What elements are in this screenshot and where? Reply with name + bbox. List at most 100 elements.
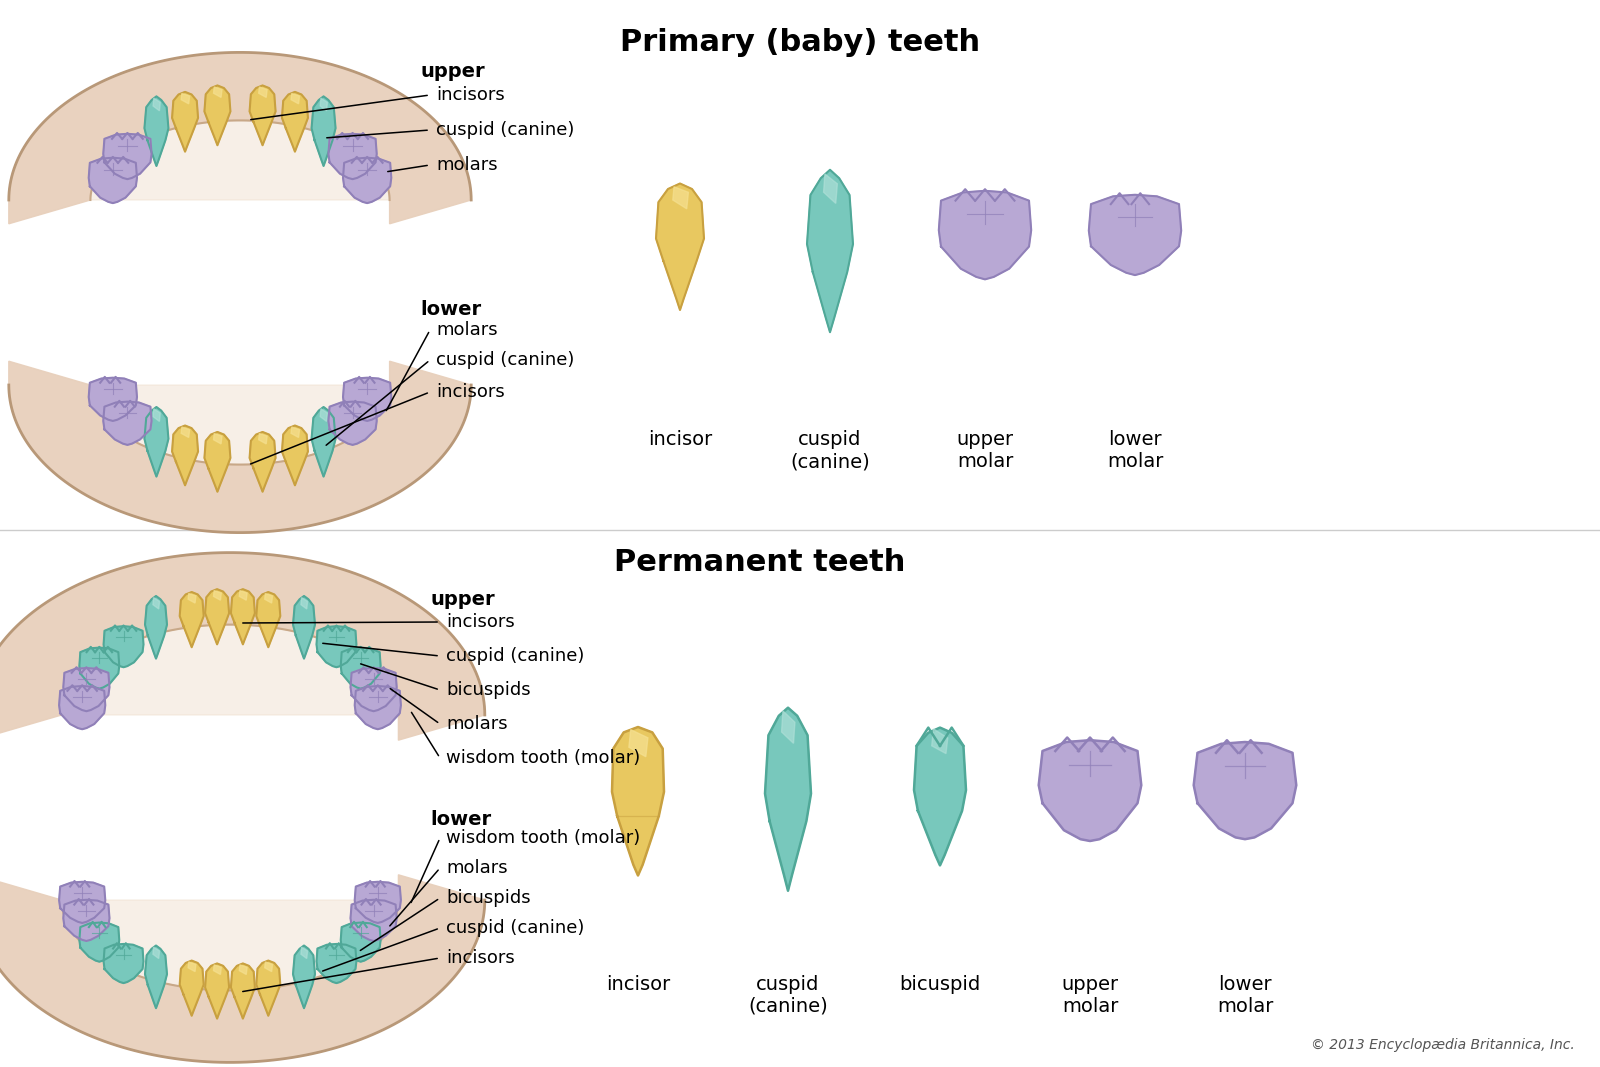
Polygon shape — [259, 433, 267, 444]
Polygon shape — [317, 944, 357, 983]
Text: upper
molar: upper molar — [957, 430, 1013, 471]
Text: molars: molars — [435, 321, 498, 339]
Text: cuspid (canine): cuspid (canine) — [435, 351, 574, 369]
Polygon shape — [64, 668, 109, 712]
Text: upper: upper — [419, 62, 485, 81]
Polygon shape — [240, 591, 246, 601]
Text: cuspid (canine): cuspid (canine) — [446, 647, 584, 665]
Polygon shape — [939, 191, 1032, 280]
Polygon shape — [144, 407, 168, 477]
Polygon shape — [0, 553, 485, 740]
Polygon shape — [59, 686, 106, 729]
Polygon shape — [291, 94, 299, 103]
Polygon shape — [672, 187, 688, 209]
Polygon shape — [61, 624, 398, 715]
Polygon shape — [213, 965, 221, 974]
Text: incisor: incisor — [606, 975, 670, 994]
Polygon shape — [80, 648, 120, 688]
Polygon shape — [341, 648, 381, 688]
Polygon shape — [629, 730, 648, 757]
Polygon shape — [282, 426, 307, 485]
Polygon shape — [824, 174, 837, 204]
Polygon shape — [0, 875, 485, 1063]
Polygon shape — [154, 947, 160, 958]
Text: lower: lower — [419, 300, 482, 319]
Text: bicuspid: bicuspid — [899, 975, 981, 994]
Polygon shape — [914, 728, 966, 865]
Text: incisors: incisors — [435, 383, 504, 401]
Polygon shape — [1038, 740, 1141, 841]
Polygon shape — [179, 592, 203, 648]
Polygon shape — [328, 401, 376, 445]
Polygon shape — [59, 881, 106, 923]
Polygon shape — [342, 378, 392, 421]
Polygon shape — [301, 947, 307, 958]
Polygon shape — [317, 626, 357, 667]
Polygon shape — [10, 362, 470, 532]
Text: lower
molar: lower molar — [1107, 430, 1163, 471]
Polygon shape — [144, 96, 168, 166]
Text: incisors: incisors — [435, 86, 504, 103]
Text: bicuspids: bicuspids — [446, 889, 531, 907]
Text: cuspid
(canine): cuspid (canine) — [790, 430, 870, 471]
Text: wisdom tooth (molar): wisdom tooth (molar) — [446, 829, 640, 847]
Polygon shape — [173, 92, 198, 152]
Text: molars: molars — [446, 859, 507, 877]
Polygon shape — [181, 94, 190, 103]
Polygon shape — [320, 98, 328, 111]
Polygon shape — [355, 686, 402, 729]
Text: cuspid (canine): cuspid (canine) — [435, 121, 574, 139]
Polygon shape — [205, 85, 230, 145]
Polygon shape — [350, 668, 397, 712]
Polygon shape — [781, 711, 795, 744]
Text: cuspid (canine): cuspid (canine) — [446, 919, 584, 937]
Polygon shape — [189, 593, 195, 603]
Polygon shape — [64, 899, 109, 941]
Text: lower
molar: lower molar — [1218, 975, 1274, 1016]
Polygon shape — [1194, 742, 1296, 840]
Text: bicuspids: bicuspids — [446, 681, 531, 699]
Text: upper: upper — [430, 590, 494, 609]
Polygon shape — [250, 85, 275, 145]
Polygon shape — [931, 729, 947, 753]
Polygon shape — [293, 596, 315, 658]
Polygon shape — [10, 52, 470, 224]
Polygon shape — [173, 426, 198, 485]
Polygon shape — [104, 401, 152, 445]
Text: incisor: incisor — [648, 430, 712, 449]
Polygon shape — [250, 432, 275, 492]
Polygon shape — [146, 596, 166, 658]
Polygon shape — [293, 945, 315, 1008]
Polygon shape — [806, 170, 853, 332]
Text: Permanent teeth: Permanent teeth — [614, 548, 906, 577]
Polygon shape — [61, 899, 398, 990]
Polygon shape — [88, 158, 138, 203]
Polygon shape — [341, 923, 381, 961]
Polygon shape — [301, 598, 307, 609]
Text: cuspid
(canine): cuspid (canine) — [749, 975, 827, 1016]
Polygon shape — [154, 409, 160, 421]
Polygon shape — [312, 407, 336, 477]
Polygon shape — [179, 960, 203, 1016]
Polygon shape — [154, 598, 160, 609]
Text: © 2013 Encyclopædia Britannica, Inc.: © 2013 Encyclopædia Britannica, Inc. — [1312, 1038, 1574, 1052]
Polygon shape — [213, 433, 222, 444]
Text: wisdom tooth (molar): wisdom tooth (molar) — [446, 749, 640, 767]
Polygon shape — [656, 184, 704, 310]
Text: molars: molars — [446, 715, 507, 733]
Polygon shape — [256, 960, 280, 1016]
Polygon shape — [205, 432, 230, 492]
Polygon shape — [611, 727, 664, 876]
Polygon shape — [264, 962, 272, 972]
Polygon shape — [189, 962, 195, 972]
Polygon shape — [90, 121, 390, 200]
Polygon shape — [291, 427, 299, 437]
Polygon shape — [350, 899, 397, 941]
Text: incisors: incisors — [446, 949, 515, 967]
Polygon shape — [205, 964, 229, 1019]
Polygon shape — [213, 87, 222, 97]
Text: molars: molars — [435, 156, 498, 174]
Polygon shape — [154, 98, 160, 111]
Polygon shape — [240, 965, 246, 974]
Polygon shape — [342, 158, 392, 203]
